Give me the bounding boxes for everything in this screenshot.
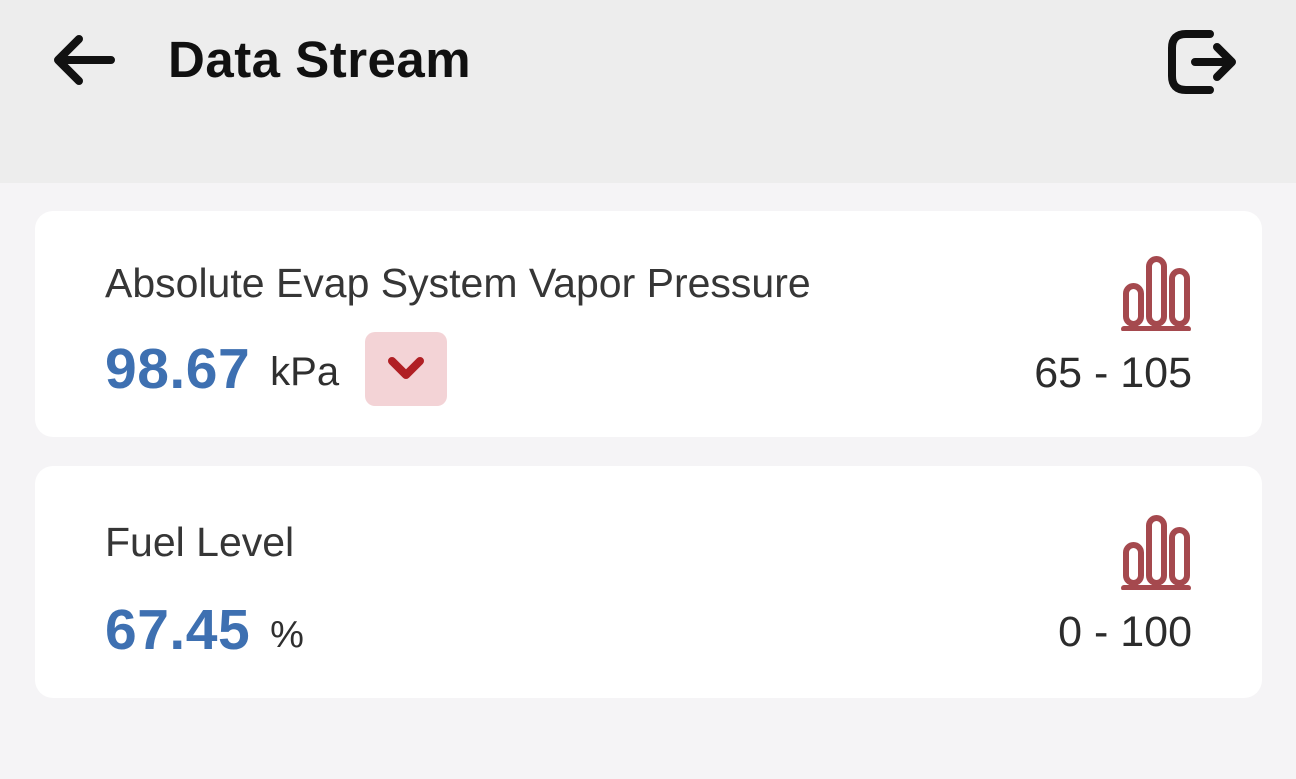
bar-chart-icon [1121,514,1191,590]
export-arrow-icon [1164,28,1242,96]
data-stream-card: Absolute Evap System Vapor Pressure 98.6… [35,211,1262,437]
pid-range: 0 - 100 [1058,608,1192,656]
pid-title: Fuel Level [105,519,295,565]
pid-range: 65 - 105 [1034,349,1192,397]
data-stream-card: Fuel Level 67.45 % 0 - 100 [35,466,1262,698]
pid-value: 67.45 [105,598,251,663]
pid-title: Absolute Evap System Vapor Pressure [105,260,811,306]
page-title: Data Stream [168,31,472,88]
export-button[interactable] [1162,26,1244,98]
arrow-left-icon [51,33,117,87]
bar-chart-icon [1121,255,1191,331]
graph-button[interactable] [1120,514,1192,590]
expand-dropdown-button[interactable] [365,332,448,407]
graph-button[interactable] [1120,255,1192,331]
pid-value: 98.67 [105,337,251,402]
chevron-down-icon [387,356,425,382]
pid-unit: kPa [270,349,340,394]
data-stream-list: Absolute Evap System Vapor Pressure 98.6… [0,183,1296,698]
header: Data Stream [0,0,1296,183]
back-button[interactable] [48,28,120,92]
pid-unit: % [270,613,304,656]
